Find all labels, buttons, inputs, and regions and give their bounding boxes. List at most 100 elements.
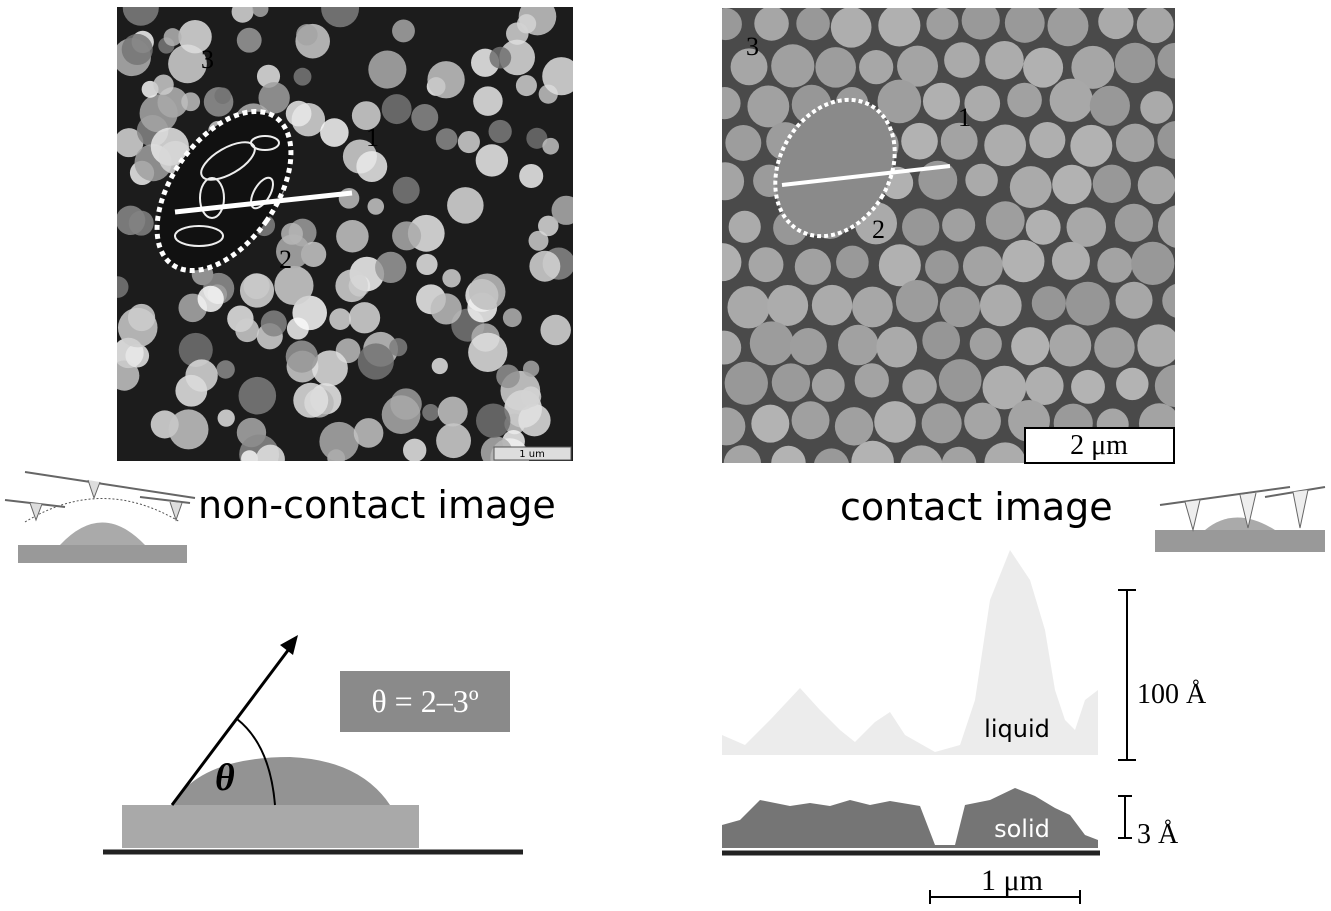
texture-blob — [411, 104, 438, 131]
texture-blob — [1050, 79, 1093, 122]
texture-blob — [944, 42, 980, 78]
page: 3 1 2 1 um non-contact image 3 1 2 2 μm … — [0, 0, 1331, 911]
texture-blob — [542, 57, 580, 95]
liquid-scale: 100 Å — [1137, 679, 1207, 710]
texture-blob — [1137, 324, 1179, 366]
texture-blob — [239, 377, 277, 415]
figure: 3 1 2 1 um non-contact image 3 1 2 2 μm … — [0, 0, 1331, 911]
texture-blob — [1155, 365, 1197, 407]
texture-blob — [835, 407, 873, 445]
texture-blob — [181, 92, 200, 111]
texture-blob — [281, 223, 303, 245]
texture-blob — [986, 201, 1025, 240]
texture-blob — [1094, 327, 1134, 367]
texture-blob — [851, 441, 894, 484]
texture-blob — [1115, 43, 1155, 83]
texture-blob — [489, 47, 511, 69]
scale-bar: 1 um — [519, 449, 545, 460]
texture-blob — [879, 244, 921, 286]
texture-blob — [965, 164, 997, 196]
texture-blob — [503, 308, 522, 327]
texture-blob — [727, 286, 769, 328]
texture-blob — [703, 243, 741, 281]
angle-symbol: θ — [215, 757, 235, 799]
texture-blob — [367, 198, 384, 215]
texture-blob — [1005, 3, 1045, 43]
texture-blob — [214, 87, 231, 104]
texture-blob — [286, 341, 318, 373]
texture-blob — [754, 6, 789, 41]
texture-blob — [458, 131, 480, 153]
texture-blob — [335, 270, 368, 303]
texture-blob — [198, 286, 224, 312]
texture-blob — [216, 360, 234, 378]
texture-blob — [1049, 325, 1091, 367]
texture-blob — [725, 362, 768, 405]
texture-blob — [790, 328, 827, 365]
texture-blob — [235, 318, 259, 342]
texture-blob — [349, 302, 380, 333]
texture-blob — [436, 128, 458, 150]
texture-blob — [432, 358, 448, 374]
texture-blob — [1007, 83, 1042, 118]
texture-blob — [375, 252, 406, 283]
texture-blob — [859, 50, 893, 84]
region-label: 3 — [201, 45, 214, 74]
texture-blob — [1116, 282, 1153, 319]
texture-blob — [542, 138, 559, 155]
texture-blob — [815, 47, 856, 88]
texture-blob — [984, 442, 1025, 483]
texture-blob — [1131, 242, 1174, 285]
texture-blob — [296, 24, 318, 46]
texture-blob — [964, 403, 1001, 440]
texture-blob — [1026, 210, 1061, 245]
texture-blob — [1023, 48, 1063, 88]
texture-blob — [232, 1, 254, 23]
texture-blob — [812, 285, 852, 325]
texture-blob — [706, 162, 744, 200]
texture-blob — [237, 28, 262, 53]
texture-blob — [125, 344, 149, 368]
solid-scale: 3 Å — [1137, 819, 1179, 850]
texture-blob — [1090, 86, 1130, 126]
texture-blob — [294, 68, 312, 86]
texture-blob — [963, 246, 1003, 286]
texture-blob — [523, 361, 539, 377]
texture-blob — [708, 87, 740, 119]
texture-blob — [517, 14, 536, 33]
texture-blob — [552, 196, 581, 225]
texture-blob — [707, 407, 745, 445]
texture-blob — [772, 363, 810, 401]
texture-blob — [838, 325, 879, 366]
texture-blob — [489, 120, 512, 143]
texture-blob — [1002, 240, 1044, 282]
texture-blob — [750, 321, 794, 365]
texture-blob — [422, 404, 439, 421]
texture-blob — [403, 439, 426, 462]
texture-blob — [1158, 205, 1201, 248]
scale-bar: 2 μm — [1070, 430, 1128, 461]
texture-blob — [368, 50, 406, 88]
texture-blob — [925, 250, 959, 284]
caption: non-contact image — [198, 483, 556, 527]
texture-blob — [468, 333, 507, 372]
texture-blob — [902, 208, 939, 245]
texture-blob — [922, 403, 962, 443]
texture-blob — [876, 327, 917, 368]
texture-blob — [747, 85, 789, 127]
texture-blob — [442, 269, 460, 287]
caption: contact image — [840, 485, 1113, 529]
texture-blob — [796, 7, 830, 41]
noncontact-schematic — [5, 472, 195, 563]
texture-blob — [922, 322, 960, 360]
texture-blob — [153, 75, 173, 95]
texture-blob — [129, 211, 154, 236]
texture-blob — [962, 1, 1000, 39]
texture-blob — [896, 280, 938, 322]
texture-blob — [496, 365, 520, 389]
texture-blob — [140, 94, 178, 132]
texture-blob — [356, 151, 387, 182]
texture-blob — [729, 211, 761, 243]
texture-blob — [240, 273, 274, 307]
texture-blob — [855, 363, 889, 397]
